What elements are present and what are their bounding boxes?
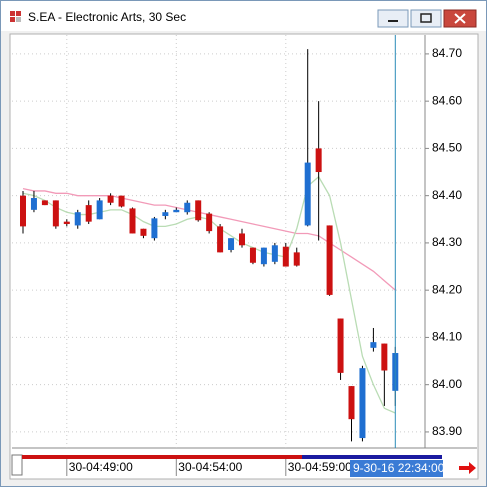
candle-body <box>304 162 311 226</box>
candle-body <box>381 343 388 371</box>
candle-body <box>337 318 344 373</box>
y-tick-label: 84.70 <box>432 46 462 60</box>
candle-body <box>173 209 180 213</box>
candle-body <box>195 200 202 221</box>
x-tick-label: 30-04:54:00 <box>178 460 242 474</box>
candle-body <box>85 205 92 222</box>
candle-body <box>52 200 59 227</box>
candle-body <box>20 195 26 227</box>
candle-body <box>315 148 322 173</box>
minimize-button[interactable] <box>377 9 409 28</box>
candle-body <box>348 386 355 420</box>
y-tick-label: 84.50 <box>432 141 462 155</box>
candle-body <box>282 246 289 267</box>
y-tick-label: 84.30 <box>432 235 462 249</box>
candle-body <box>228 238 235 251</box>
candle-body <box>206 213 213 232</box>
candle-body <box>151 218 158 239</box>
cursor-label: 9-30-16 22:34:00 <box>353 461 445 475</box>
candle-body <box>140 228 147 236</box>
y-tick-label: 84.60 <box>432 93 462 107</box>
candle-body <box>326 225 333 295</box>
cursor-label-bg <box>350 460 443 477</box>
candle-body <box>107 195 114 203</box>
y-tick-label: 84.00 <box>432 377 462 391</box>
candle-body <box>260 247 267 265</box>
maximize-button[interactable] <box>410 9 442 28</box>
candle-body <box>96 200 103 220</box>
y-tick-label: 83.90 <box>432 424 462 438</box>
candle-body <box>63 221 70 225</box>
candle-body <box>239 233 245 246</box>
y-tick-label: 84.40 <box>432 188 462 202</box>
scrollbar-current[interactable] <box>302 455 442 459</box>
candle-body <box>118 195 125 207</box>
chart-panel <box>9 33 479 480</box>
y-tick-label: 84.10 <box>432 330 462 344</box>
candle-body <box>249 247 256 263</box>
candle-body <box>271 245 278 262</box>
candle-body <box>162 212 169 216</box>
candle-body <box>293 252 300 266</box>
x-tick-label: 30-04:59:00 <box>288 460 352 474</box>
candle-body <box>217 226 224 253</box>
plot: 84.70 84.60 84.50 84.40 84.30 84.20 84.10 84.00… <box>12 35 462 477</box>
scroll-box[interactable] <box>11 454 23 476</box>
candle-body <box>74 212 81 226</box>
x-tick-label: 30-04:49:00 <box>69 460 133 474</box>
candle-body <box>370 342 377 348</box>
y-tick-label: 84.20 <box>432 282 462 296</box>
scrollbar-history <box>22 455 302 459</box>
candle-body <box>41 200 48 206</box>
app-icon <box>10 11 21 22</box>
candle-body <box>129 208 136 234</box>
candle-body <box>30 198 37 210</box>
scroll-right-arrow[interactable] <box>459 462 476 474</box>
close-button[interactable] <box>443 9 477 28</box>
candle-body <box>184 202 191 213</box>
window-title: S.EA - Electronic Arts, 30 Sec <box>28 10 186 24</box>
candle-body <box>359 368 366 439</box>
